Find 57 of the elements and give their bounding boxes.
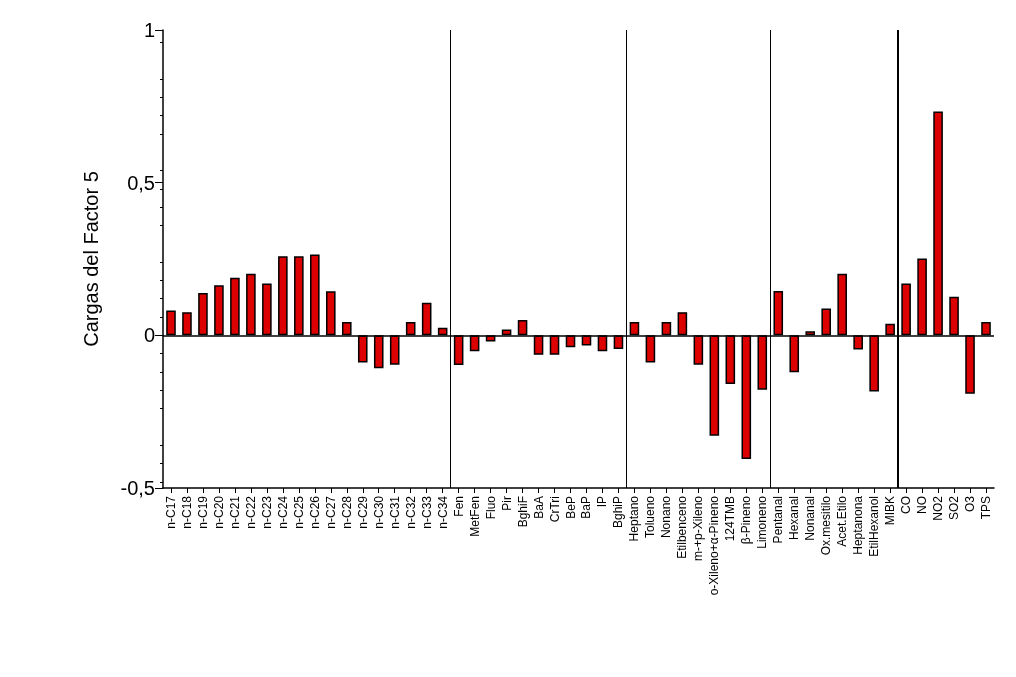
x-tick-label: Etilbenceno bbox=[675, 495, 690, 559]
x-tick-label: BghiF bbox=[515, 496, 530, 528]
x-tick-label: o-Xileno+α-Pineno bbox=[707, 495, 722, 596]
x-tick-label: n-C18 bbox=[179, 495, 194, 529]
x-tick-label: n-C19 bbox=[195, 495, 210, 529]
x-tick-label: NO bbox=[915, 496, 930, 514]
x-tick-label: BaP bbox=[579, 496, 594, 519]
x-tick-label: Ox.mesitilo bbox=[819, 495, 834, 556]
x-tick-label: Nonano bbox=[659, 495, 674, 539]
x-tick-label: n-C21 bbox=[227, 495, 242, 529]
x-tick-label: CO bbox=[899, 496, 914, 514]
x-tick-label: n-C33 bbox=[419, 495, 434, 529]
y-tick-label: -0,5 bbox=[120, 477, 155, 499]
x-tick-label: Tolueno bbox=[643, 495, 658, 539]
y-axis-title: Cargas del Factor 5 bbox=[80, 171, 102, 347]
x-tick-label: Pentanal bbox=[771, 496, 786, 544]
x-tick-label: Fluo bbox=[483, 495, 498, 520]
y-tick-label: 1 bbox=[143, 19, 155, 41]
x-tick-label: n-C24 bbox=[275, 495, 290, 529]
x-tick-label: Hexanal bbox=[787, 496, 802, 541]
x-tick-label: n-C23 bbox=[259, 495, 274, 529]
x-tick-label: SO2 bbox=[947, 495, 962, 521]
x-tick-label: n-C32 bbox=[403, 495, 418, 529]
x-tick-label: NO2 bbox=[931, 495, 946, 521]
x-tick-label: MIBK bbox=[883, 496, 898, 526]
x-tick-label: Heptanona bbox=[851, 495, 866, 555]
x-tick-label: n-C26 bbox=[307, 495, 322, 529]
y-tick-label: 0 bbox=[143, 324, 155, 347]
x-tick-label: β-Pineno bbox=[739, 495, 754, 545]
x-tick-label: n-C25 bbox=[291, 495, 306, 529]
x-tick-label: n-C30 bbox=[371, 495, 386, 529]
x-tick-label: BeP bbox=[563, 496, 578, 519]
x-tick-label: 124TMB bbox=[723, 496, 738, 542]
x-tick-label: Pir bbox=[499, 496, 514, 511]
x-tick-label: n-C20 bbox=[211, 495, 226, 529]
x-tick-label: IP bbox=[595, 496, 610, 508]
x-tick-label: Acet.Etilo bbox=[835, 495, 850, 547]
x-tick-label: n-C29 bbox=[355, 495, 370, 529]
x-tick-label: TPS bbox=[979, 496, 994, 520]
x-tick-label: n-C28 bbox=[339, 495, 354, 529]
x-tick-label: n-C27 bbox=[323, 495, 338, 529]
x-tick-label: O3 bbox=[963, 495, 978, 513]
x-tick-label: CrTri bbox=[547, 496, 562, 523]
y-tick-label: 0,5 bbox=[127, 171, 155, 194]
x-tick-label: Limoneno bbox=[755, 495, 770, 549]
x-tick-label: Fen bbox=[451, 496, 466, 517]
x-tick-label: n-C17 bbox=[163, 495, 178, 529]
x-tick-label: n-C34 bbox=[435, 495, 450, 529]
x-tick-label: EtilHexanol bbox=[867, 496, 882, 557]
x-tick-label: n-C22 bbox=[243, 495, 258, 529]
x-tick-label: n-C31 bbox=[387, 495, 402, 529]
x-tick-label: Nonanal bbox=[803, 496, 818, 541]
x-tick-label: m-+p-Xileno bbox=[691, 495, 706, 562]
x-tick-label: BaA bbox=[531, 496, 546, 519]
x-tick-label: Heptano bbox=[627, 495, 642, 542]
x-tick-label: BghiP bbox=[611, 496, 626, 529]
x-tick-label: MetFen bbox=[467, 496, 482, 537]
